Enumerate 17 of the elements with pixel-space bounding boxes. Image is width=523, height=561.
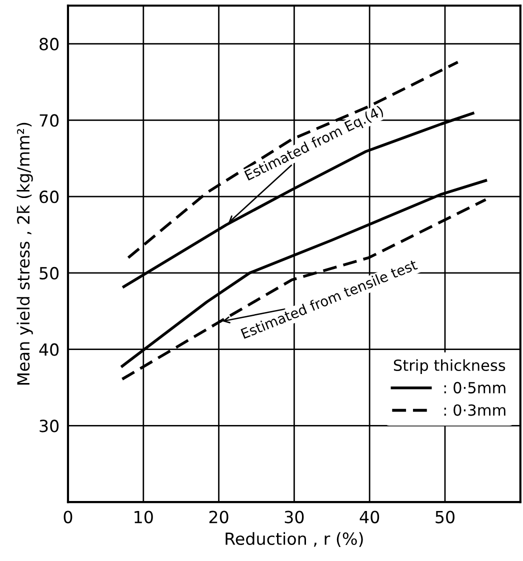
y-tick-label: 60	[40, 190, 59, 204]
y-tick-label: 30	[40, 420, 59, 432]
y-tick-label: 80	[40, 38, 59, 50]
x-tick-label: 40	[360, 510, 380, 524]
x-tick-label: 10	[134, 510, 153, 524]
x-tick-label: 30	[284, 510, 304, 524]
x-tick-label: 0	[64, 510, 72, 524]
y-tick-label: 40	[39, 343, 59, 356]
x-axis-title: Reduction , r (%)	[226, 532, 363, 547]
x-tick-label: 50	[436, 510, 454, 524]
legend-title: Strip thickness	[394, 359, 506, 374]
y-axis-title: Mean yield stress , 2k̄ (kg/mm²)	[16, 122, 33, 385]
y-tick-label: 50	[40, 266, 59, 280]
y-tick-label: 70	[40, 114, 59, 127]
legend-label: : 0·3mm	[444, 404, 506, 416]
x-tick-label: 20	[209, 510, 228, 524]
legend-label: : 0·5mm	[444, 382, 506, 394]
